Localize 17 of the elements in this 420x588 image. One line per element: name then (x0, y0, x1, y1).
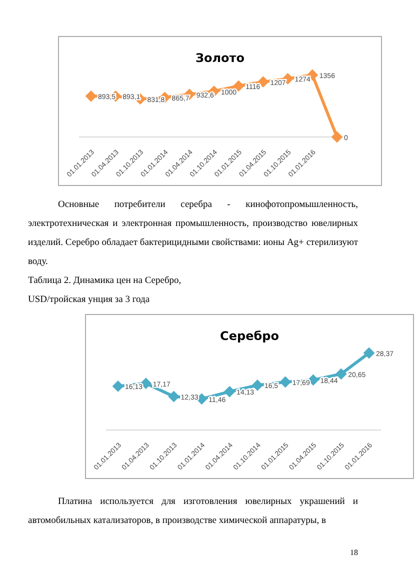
text: Основные потребители серебра - кинофотопромышленность, электротехническая и электронная промышленность, производство ювелирных изделий. Серебро обладает бактерицидными свойствами: ионы Ag+ стерилизуют воду. (28, 199, 358, 269)
point (168, 391, 180, 402)
point (252, 380, 263, 391)
point (336, 368, 347, 380)
point (364, 348, 374, 358)
text: USD/тройская унция за 3 года (28, 294, 151, 307)
point (280, 376, 291, 388)
point (233, 80, 244, 92)
text: Таблица 2. Динамика цен на Серебро, (28, 275, 182, 288)
point (224, 386, 236, 398)
text: Платина используется для изготовления ювелирных украшений и автомобильных катализаторов, в производстве химической аппаратуры, в (28, 496, 358, 528)
point (332, 132, 342, 142)
point (112, 380, 124, 392)
chart-title: Золото (194, 51, 246, 65)
text: 18 (349, 547, 358, 559)
point (86, 90, 96, 102)
chart-title: Серебро (219, 329, 280, 343)
